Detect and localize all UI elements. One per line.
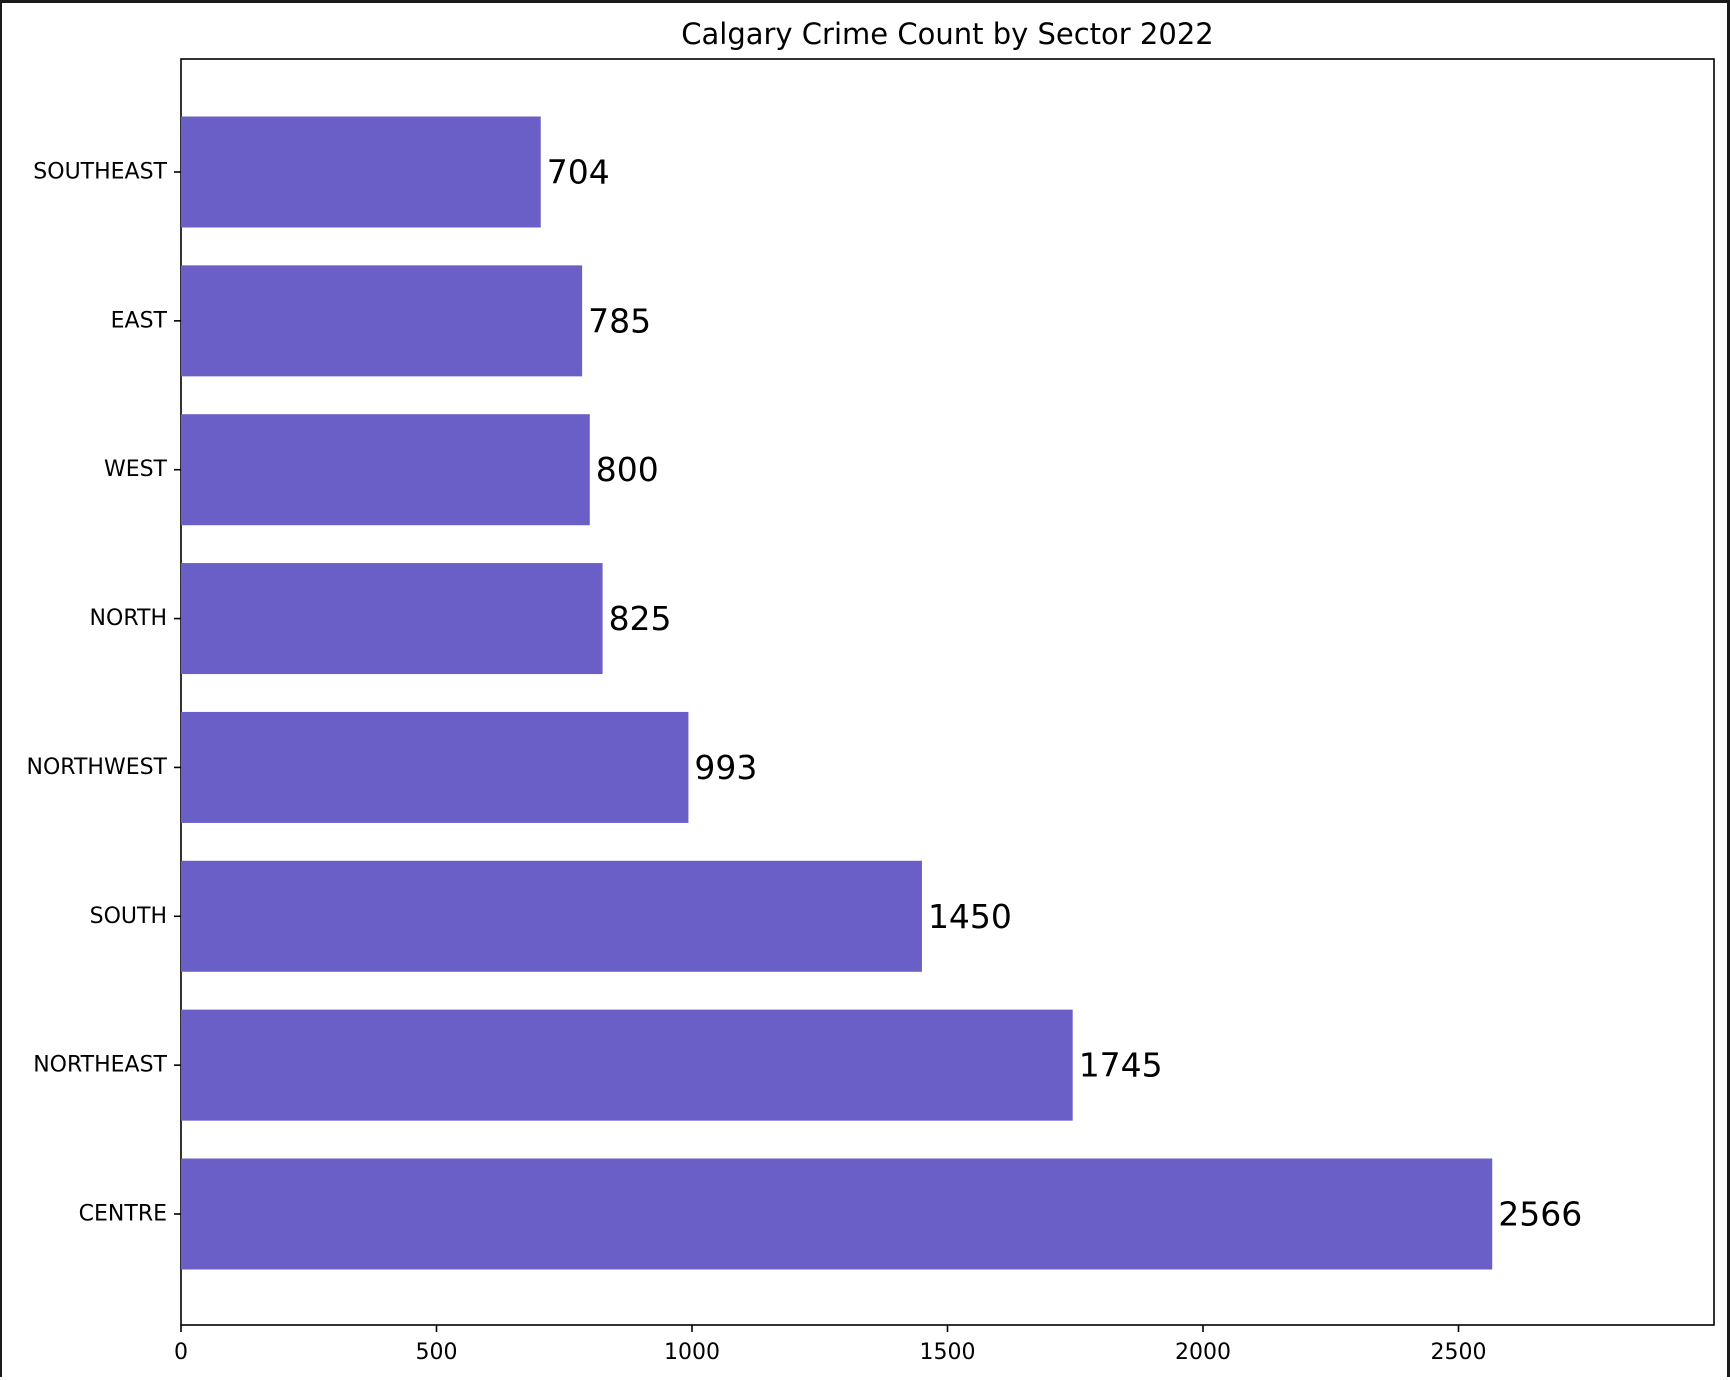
x-tick-label-1500: 1500: [920, 1340, 976, 1365]
bar-centre: [181, 1158, 1493, 1270]
y-axis-ticks: SOUTHEAST EAST WEST NORTH NORTHWEST SOUTH NORT…: [27, 160, 181, 1227]
bars-group: 704 785 800 825 993 1450 1745 2566: [181, 116, 1582, 1270]
y-tick-label-south: SOUTH: [90, 904, 167, 929]
plot-area-frame: [180, 58, 1715, 1326]
data-label-west: 800: [596, 450, 659, 489]
data-label-north: 825: [609, 599, 672, 638]
bar-east: [181, 265, 583, 377]
y-tick-label-southeast: SOUTHEAST: [33, 160, 167, 185]
data-label-south: 1450: [928, 897, 1012, 936]
data-label-northwest: 993: [694, 748, 757, 787]
y-tick-label-centre: CENTRE: [79, 1202, 167, 1227]
x-axis-ticks: 0 500 1000 1500 2000 2500: [174, 1325, 1487, 1365]
y-tick-label-north: NORTH: [90, 606, 167, 631]
x-tick-label-1000: 1000: [664, 1340, 720, 1365]
x-tick-label-2000: 2000: [1175, 1340, 1231, 1365]
data-label-centre: 2566: [1498, 1195, 1582, 1234]
y-tick-label-northeast: NORTHEAST: [33, 1053, 167, 1078]
bar-south: [181, 860, 922, 972]
data-label-northeast: 1745: [1079, 1046, 1163, 1085]
data-label-southeast: 704: [547, 153, 610, 192]
bar-northwest: [181, 711, 689, 823]
chart-title: Calgary Crime Count by Sector 2022: [681, 17, 1213, 51]
y-tick-label-west: WEST: [104, 457, 168, 482]
x-tick-label-2500: 2500: [1431, 1340, 1487, 1365]
y-tick-label-east: EAST: [111, 308, 168, 333]
bar-west: [181, 414, 590, 526]
data-label-east: 785: [588, 301, 651, 340]
bar-chart: Calgary Crime Count by Sector 2022 704 78…: [27, 17, 1715, 1365]
x-tick-label-500: 500: [416, 1340, 458, 1365]
y-tick-label-northwest: NORTHWEST: [27, 755, 168, 780]
bar-southeast: [181, 116, 541, 228]
x-tick-label-0: 0: [174, 1340, 188, 1365]
bar-northeast: [181, 1009, 1073, 1121]
bar-north: [181, 563, 603, 675]
